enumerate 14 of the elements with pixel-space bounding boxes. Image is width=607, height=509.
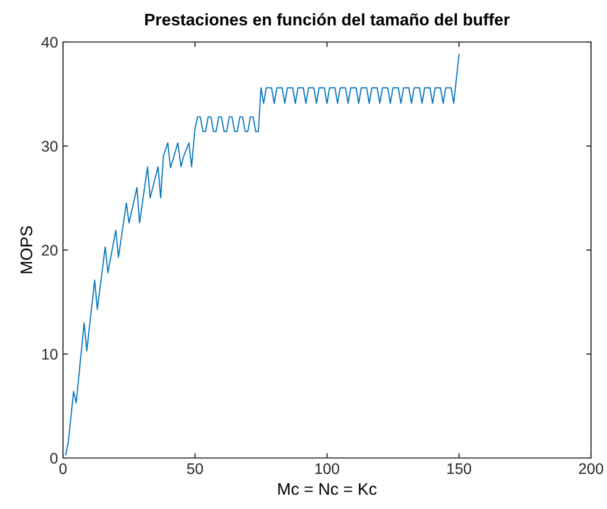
chart-title: Prestaciones en función del tamaño del buffer (145, 13, 510, 26)
y-tick-label: 30 (42, 140, 58, 152)
x-tick-label: 200 (579, 463, 604, 474)
line-series (65, 54, 460, 456)
y-tick-label: 0 (50, 452, 58, 464)
y-tick-label: 20 (42, 244, 58, 256)
x-tick-label: 0 (59, 463, 67, 474)
x-tick-label: 50 (187, 463, 203, 474)
x-tick-label: 100 (315, 463, 340, 474)
y-tick-label: 10 (42, 348, 58, 360)
x-tick-label: 150 (447, 463, 472, 474)
y-tick-label: 40 (42, 36, 58, 48)
y-axis-title: MOPS (20, 226, 32, 274)
x-axis-title: Mc = Nc = Kc (278, 483, 377, 495)
